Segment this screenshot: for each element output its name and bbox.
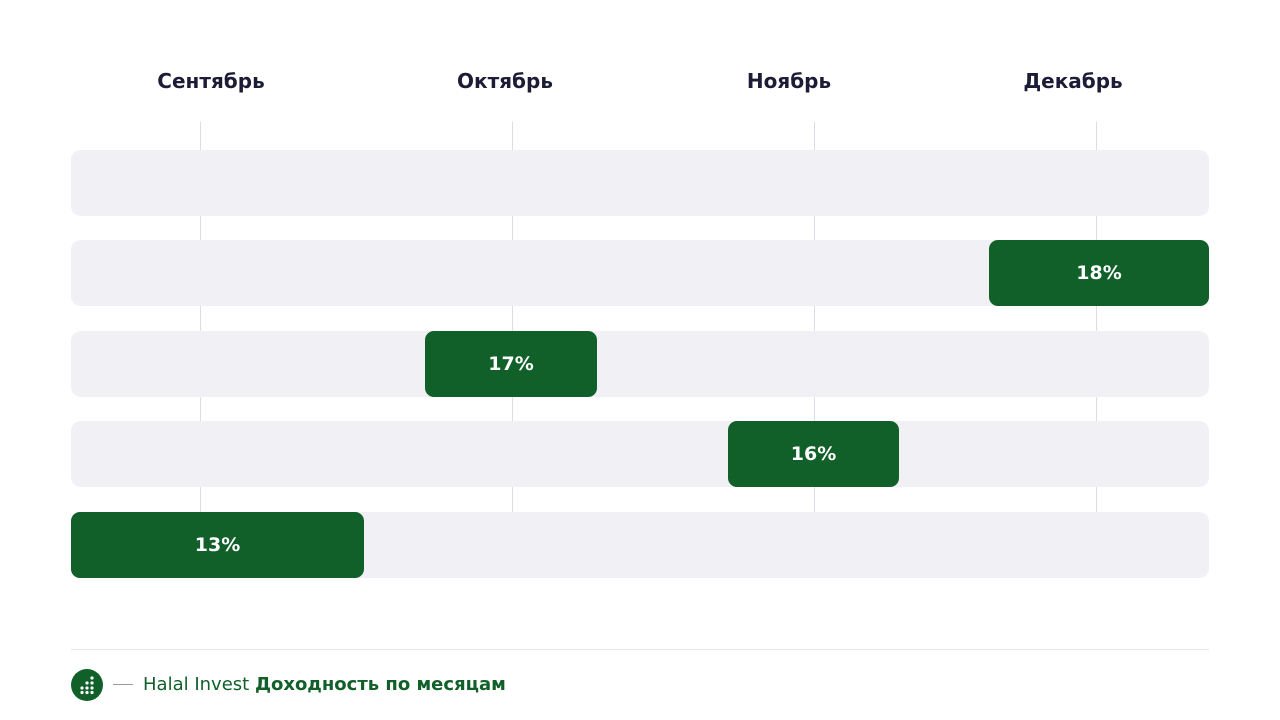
brand-name: Halal Invest [143, 674, 250, 695]
yield-bar: 16% [728, 421, 899, 487]
caption-text: Доходность по месяцам [254, 674, 506, 695]
yield-bar: 18% [989, 240, 1209, 306]
bar-value-label: 17% [488, 353, 534, 375]
row-track [71, 150, 1209, 216]
month-label: Октябрь [457, 69, 553, 93]
dots-logo-icon [71, 669, 103, 701]
bar-value-label: 16% [790, 443, 837, 465]
yield-bar: 17% [425, 331, 597, 397]
bar-value-label: 18% [1076, 262, 1122, 284]
month-label: Сентябрь [157, 69, 265, 93]
row-track [71, 421, 1209, 487]
row-track [71, 331, 1209, 397]
month-gridline [814, 122, 815, 512]
month-label: Ноябрь [746, 69, 832, 93]
bar-value-label: 13% [194, 534, 241, 556]
month-gridline [1096, 122, 1097, 512]
month-label: Декабрь [1023, 69, 1123, 93]
yield-timeline-chart: Сентябрь Октябрь Ноябрь Декабрь 18% 17% 16% 13% [71, 69, 1209, 578]
footer-caption: Halal Invest Доходность по месяцам [143, 672, 506, 698]
footer-divider [71, 649, 1209, 650]
month-gridline [512, 122, 513, 512]
footer-dash [113, 684, 133, 685]
month-gridline [200, 122, 201, 512]
yield-bar: 13% [71, 512, 364, 578]
